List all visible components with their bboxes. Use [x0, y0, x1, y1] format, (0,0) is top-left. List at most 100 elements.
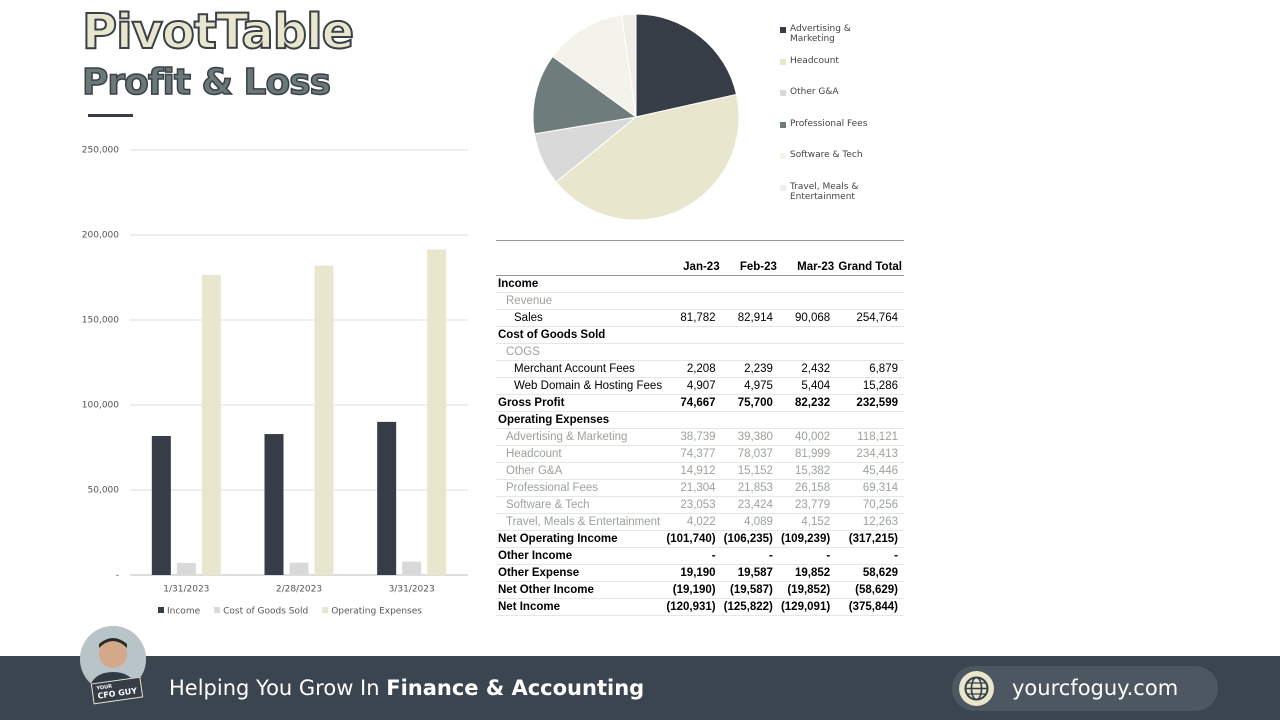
cell [836, 343, 904, 361]
cell: 21,853 [721, 479, 779, 497]
url-pill[interactable]: yourcfoguy.com [952, 666, 1218, 711]
x-tick-label: 3/31/2023 [389, 585, 435, 595]
legend-item: Software & Tech [780, 150, 890, 160]
cell: 19,190 [664, 564, 722, 582]
pie-slice [621, 13, 637, 118]
legend-swatch [780, 90, 786, 97]
cell [778, 275, 837, 293]
bar [151, 435, 171, 575]
column-header: Feb-23 [721, 259, 779, 276]
bar [289, 562, 309, 575]
legend-label: Professional Fees [790, 118, 868, 129]
cell: 23,779 [778, 496, 837, 514]
y-tick-label: 150,000 [82, 316, 119, 326]
cell: 2,239 [721, 360, 779, 378]
cell [664, 343, 722, 361]
cell [721, 275, 779, 293]
cell [836, 292, 904, 310]
title: PivotTable [81, 3, 355, 61]
cell: 14,912 [664, 462, 722, 480]
cell: - [664, 547, 722, 565]
table-row: Merchant Account Fees 2,208 2,239 2,432 6,87… [496, 360, 904, 378]
cell: 38,739 [664, 428, 722, 446]
cell: 4,975 [721, 377, 779, 395]
bar-chart: - 50,000 100,000 150,000 200,000 250,000 1/31/… [82, 146, 468, 617]
rule [88, 114, 133, 117]
cell: 82,914 [721, 309, 779, 327]
pl-table: Jan-23 Feb-23 Mar-23 Grand Total Income Reven… [496, 240, 904, 616]
cell: 21,304 [664, 479, 722, 497]
cell [778, 411, 837, 429]
legend-swatch [780, 153, 786, 160]
table-row: Advertising & Marketing 38,739 39,380 40,00… [496, 428, 904, 446]
url[interactable]: yourcfoguy.com [1012, 676, 1179, 700]
table-row: Headcount 74,377 78,037 81,999 234,413 [496, 445, 904, 463]
cell: 90,068 [778, 309, 837, 327]
cell [778, 326, 837, 344]
table-row: Professional Fees 21,304 21,853 26,158 69,31… [496, 479, 904, 497]
corner [496, 259, 665, 276]
cell [664, 275, 722, 293]
cell: 74,667 [664, 394, 722, 412]
x-tick-label: 2/28/2023 [276, 585, 322, 595]
cell: 232,599 [836, 394, 904, 412]
table: Jan-23 Feb-23 Mar-23 Grand Total Income Reven… [496, 259, 904, 616]
column-header: Grand Total [836, 259, 904, 276]
cell: 4,022 [664, 513, 722, 531]
cell: (106,235) [721, 530, 779, 548]
cell: 118,121 [836, 428, 904, 446]
cell: 82,232 [778, 394, 837, 412]
cell: 15,382 [778, 462, 837, 480]
cell: 5,404 [778, 377, 837, 395]
pie-slice [551, 14, 637, 119]
legend-label: Other G&A [790, 87, 839, 98]
y-tick-label: - [116, 571, 119, 581]
cell: 15,286 [836, 377, 904, 395]
row-label: Headcount [496, 445, 665, 463]
row-label: Travel, Meals & Entertainment [496, 513, 665, 531]
tagline-bold: Finance & Accounting [386, 676, 645, 700]
cell: (109,239) [778, 530, 837, 548]
globe-icon [959, 671, 994, 706]
row-label: Net Operating Income [496, 530, 665, 548]
legend-label: Operating Expenses [331, 607, 422, 617]
cell: 2,208 [664, 360, 722, 378]
cell: (317,215) [836, 530, 904, 548]
y-tick-label: 250,000 [82, 146, 119, 156]
header-row: Jan-23 Feb-23 Mar-23 Grand Total [496, 259, 904, 276]
row-label: Professional Fees [496, 479, 665, 497]
cell [664, 292, 722, 310]
table-row: Net Operating Income (101,740) (106,235) (1… [496, 530, 904, 548]
cell: (19,587) [721, 581, 779, 599]
cell: 4,152 [778, 513, 837, 531]
table-row: Net Income (120,931) (125,822) (129,091) (37… [496, 598, 904, 616]
row-label: Other G&A [496, 462, 665, 480]
cell [778, 343, 837, 361]
table-row: Gross Profit 74,667 75,700 82,232 232,599 [496, 394, 904, 412]
cell: - [778, 547, 837, 565]
table-row: Operating Expenses [496, 411, 904, 429]
cell: 74,377 [664, 445, 722, 463]
table-row: Other G&A 14,912 15,152 15,382 45,446 [496, 462, 904, 480]
cell: 23,053 [664, 496, 722, 514]
cell: 70,256 [836, 496, 904, 514]
cell: 234,413 [836, 445, 904, 463]
legend-swatch [780, 58, 786, 65]
legend-label: Travel, Meals & Entertainment [790, 182, 859, 202]
cell: 39,380 [721, 428, 779, 446]
row-label: Web Domain & Hosting Fees [496, 377, 665, 395]
cell: 15,152 [721, 462, 779, 480]
row-label: Revenue [496, 292, 665, 310]
cell: 23,424 [721, 496, 779, 514]
row-label: Advertising & Marketing [496, 428, 665, 446]
legend-label: Cost of Goods Sold [223, 607, 308, 617]
cell: (129,091) [778, 598, 837, 616]
globe [964, 676, 989, 701]
legend-swatch [780, 185, 786, 191]
bar [402, 561, 422, 575]
row-label: Software & Tech [496, 496, 665, 514]
cell [836, 275, 904, 293]
cell: 40,002 [778, 428, 837, 446]
tagline: Helping You Grow In Finance & Accounting [169, 676, 644, 700]
